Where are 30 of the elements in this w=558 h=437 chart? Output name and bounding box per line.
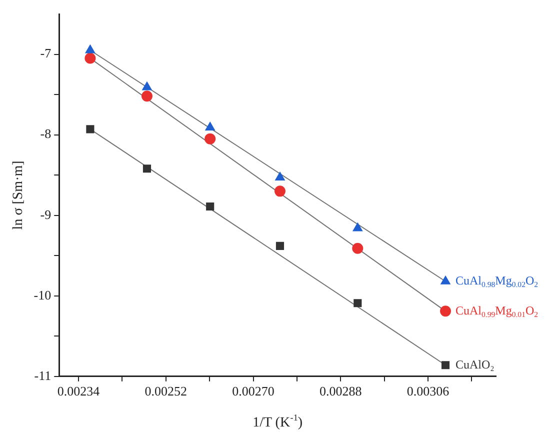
- series-label: CuAlO₂: [456, 357, 494, 372]
- point: [440, 276, 450, 284]
- x-tick-label: 0.00306: [406, 384, 450, 399]
- x-tick-label: 0.00288: [320, 384, 362, 399]
- point: [85, 44, 96, 54]
- y-tick-label: -7: [40, 46, 52, 61]
- point: [352, 222, 362, 232]
- x-tick-label: 0.00234: [57, 384, 100, 399]
- y-tick-label: -8: [40, 126, 52, 142]
- x-tick-label: 0.00270: [232, 384, 274, 399]
- point: [204, 133, 216, 144]
- point: [142, 164, 152, 173]
- point: [274, 186, 286, 197]
- x-tick-label: 0.00252: [144, 384, 188, 399]
- point: [441, 361, 450, 370]
- point: [205, 122, 215, 131]
- point: [84, 52, 96, 64]
- point: [275, 172, 285, 180]
- point: [141, 90, 152, 102]
- y-tick-label: -10: [34, 287, 52, 302]
- point: [206, 202, 214, 211]
- point: [276, 242, 284, 250]
- y-axis-title: ln σ [Sm·m]: [11, 160, 26, 230]
- point: [86, 125, 94, 134]
- point: [354, 299, 362, 308]
- point: [440, 306, 452, 317]
- point: [352, 242, 364, 254]
- point: [142, 82, 152, 90]
- y-tick-label: -11: [34, 368, 52, 383]
- y-tick-label: -9: [40, 206, 52, 222]
